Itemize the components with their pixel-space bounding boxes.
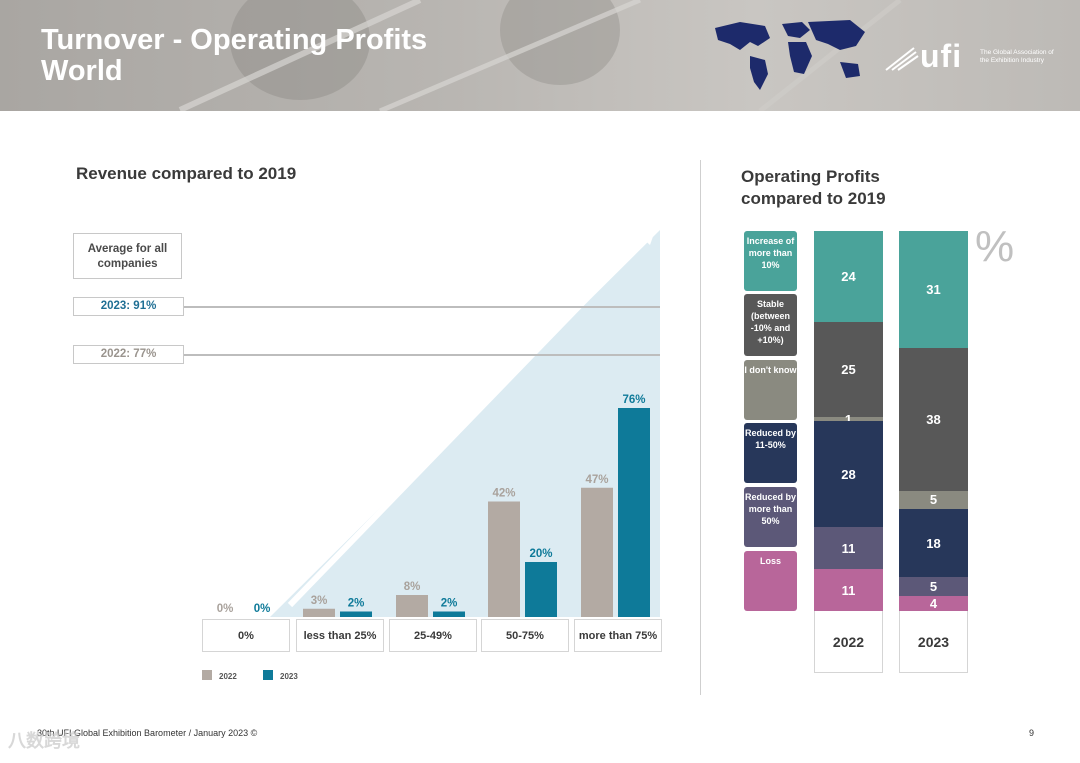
ufi-logo-word: ufi [920,38,963,74]
legend-category-1: Stable (between -10% and +10%) [744,294,797,356]
trend-arrowhead [640,228,656,245]
legend-category-2: I don't know [744,360,797,420]
legend-swatch-2023 [263,670,273,680]
legend-label-2022: 2022 [219,672,237,681]
stack-seg-2023-4: 5 [899,577,968,596]
category-label-2: 25-49% [389,619,477,652]
bar-2022-1 [303,608,335,617]
bar-label-2023-1: 2% [348,598,365,610]
category-label-1: less than 25% [296,619,384,652]
bar-2022-3 [488,501,520,617]
legend-label-2023: 2023 [280,672,298,681]
profits-chart-title: Operating Profits compared to 2019 [741,166,886,210]
stack-seg-2023-0: 31 [899,231,968,348]
revenue-chart-title: Revenue compared to 2019 [76,164,297,183]
legend-category-5: Loss [744,551,797,611]
header-decoration [178,0,902,111]
revenue-chart: 0% 0% 3% 2% 8% 2% 42% 20% 47% 76% [183,228,660,617]
bar-label-2022-3: 42% [492,488,515,500]
bar-2023-4 [618,408,650,617]
bar-2022-2 [396,595,428,617]
stack-seg-2023-1: 38 [899,347,968,491]
average-label-box: Average for all companies [73,233,182,279]
avg-2023-box: 2023: 91% [73,297,184,316]
footer-text: 30th UFI Global Exhibition Barometer / J… [37,728,258,738]
panel-divider [700,160,701,695]
stack-seg-2023-3: 18 [899,509,968,578]
legend-category-0: Increase of more than 10% [744,231,797,291]
bar-label-2022-0: 0% [217,603,234,615]
avg-2022-box: 2022: 77% [73,345,184,364]
header-banner: Turnover - Operating Profits World ufi T… [0,0,1080,111]
trend-arrow [287,232,651,608]
stack-seg-2022-1: 25 [814,322,883,418]
page-title-line1: Turnover - Operating Profits [41,24,428,56]
bar-label-2023-3: 20% [529,548,552,560]
profits-title-line2: compared to 2019 [741,189,886,208]
stack-seg-2023-5: 4 [899,595,968,611]
bar-2023-2 [433,611,465,617]
stack-seg-2022-3: 28 [814,421,883,528]
category-label-4: more than 75% [574,619,662,652]
bar-2023-3 [525,562,557,617]
bar-2023-1 [340,611,372,617]
category-label-0: 0% [202,619,290,652]
page-number: 9 [1029,728,1035,738]
world-map-icon [715,20,865,90]
bar-label-2022-2: 8% [404,581,421,593]
legend-category-4: Reduced by more than 50% [744,487,797,547]
bar-label-2023-0: 0% [254,603,271,615]
stack-seg-2022-0: 24 [814,231,883,323]
bar-label-2022-1: 3% [311,595,328,607]
bar-2022-4 [581,487,613,617]
percent-symbol: % [975,222,1015,271]
stack-seg-2023-2: 5 [899,490,968,510]
legend-category-3: Reduced by 11-50% [744,423,797,483]
year-label-2022: 2022 [814,611,883,673]
year-label-2023: 2023 [899,611,968,673]
page-title-line2: World [41,55,123,87]
stack-seg-2022-2: 1 [814,412,883,427]
ufi-logo-icon [885,47,919,71]
bar-label-2022-4: 47% [585,474,608,486]
ufi-logo-tagline: The Global Association of the Exhibition… [980,49,1054,64]
bar-label-2023-4: 76% [622,394,645,406]
stack-seg-2022-5: 11 [814,569,883,611]
bar-label-2023-2: 2% [441,598,458,610]
watermark: 八数跨境 [8,731,80,751]
legend-swatch-2022 [202,670,212,680]
page-title: Turnover - Operating Profits World [41,25,427,87]
stack-seg-2022-4: 11 [814,527,883,570]
category-label-3: 50-75% [481,619,569,652]
profits-title-line1: Operating Profits [741,167,880,186]
